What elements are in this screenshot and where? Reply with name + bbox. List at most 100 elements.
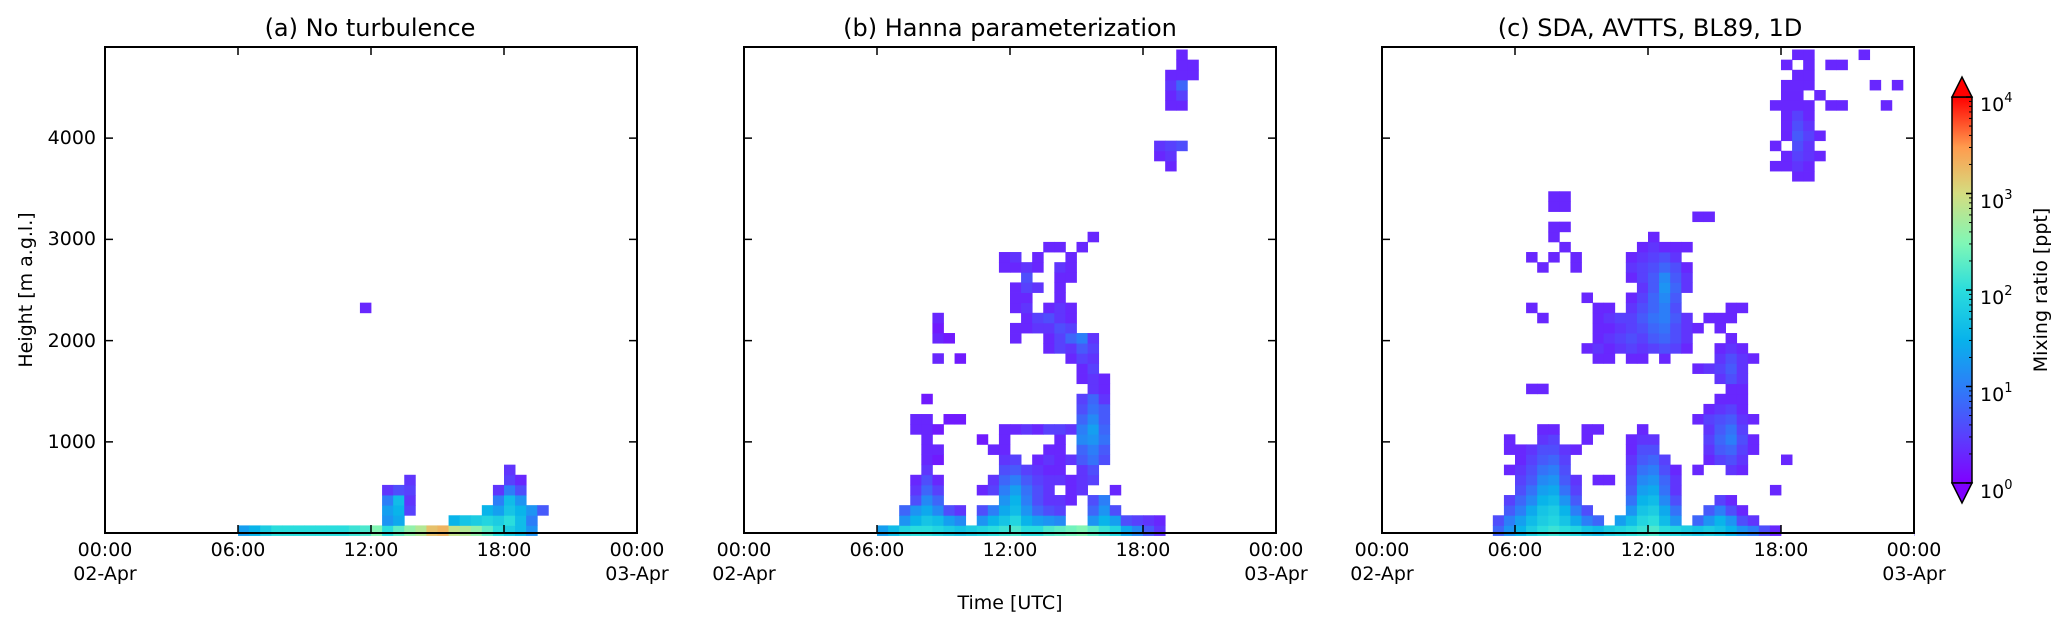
heatmap-cell (1670, 515, 1682, 526)
heatmap-cell (1065, 495, 1077, 506)
heatmap-cell (1032, 322, 1044, 334)
heatmap-cell (1670, 333, 1682, 344)
heatmap-cell (1087, 424, 1100, 435)
heatmap-cell (1803, 110, 1815, 121)
heatmap-cell (1032, 282, 1044, 293)
heatmap-cell (1714, 525, 1726, 536)
heatmap-cell (1021, 302, 1033, 314)
heatmap-cell (1636, 282, 1649, 293)
heatmap-cell (1548, 525, 1560, 536)
heatmap-cell (1792, 69, 1804, 81)
heatmap-cell (1021, 505, 1033, 516)
heatmap-cell (1537, 312, 1549, 324)
heatmap-cell (1769, 160, 1782, 172)
heatmap-cell (1636, 454, 1649, 466)
heatmap-cell (932, 515, 944, 526)
heatmap-cell (515, 505, 527, 516)
heatmap-cell (932, 454, 944, 466)
heatmap-cell (1670, 343, 1682, 354)
heatmap-cell (1725, 363, 1738, 374)
heatmap-cell (1670, 241, 1682, 253)
heatmap-cell (987, 474, 1000, 486)
heatmap-cell (1021, 262, 1033, 273)
heatmap-cell (1098, 373, 1111, 385)
heatmap-cell (1076, 434, 1088, 445)
heatmap-cell (1659, 241, 1671, 253)
heatmap-cell (1625, 302, 1638, 314)
heatmap-cell (1109, 515, 1122, 526)
heatmap-cell (1592, 312, 1605, 324)
heatmap-cell (1592, 424, 1605, 435)
heatmap-cell (1636, 252, 1649, 263)
heatmap-cell (1548, 484, 1560, 496)
heatmap-cell (1703, 312, 1715, 324)
y-tick-label: 1000 (48, 431, 96, 453)
heatmap-cell (1736, 515, 1749, 526)
heatmap-cell (1758, 525, 1771, 536)
heatmap-cell (1087, 434, 1100, 445)
heatmap-cell (1021, 484, 1033, 496)
heatmap-cell (1526, 505, 1538, 516)
heatmap-cell (1154, 525, 1166, 536)
heatmap-cell (1625, 322, 1638, 334)
heatmap-cell (1636, 484, 1649, 496)
heatmap-cell (504, 484, 516, 496)
heatmap-cell (1559, 474, 1571, 486)
heatmap-cell (921, 414, 933, 425)
heatmap-cell (910, 484, 922, 496)
heatmap-cell (932, 353, 944, 364)
x-tick-date: 02-Apr (712, 563, 776, 585)
heatmap-cell (1703, 444, 1715, 455)
heatmap-cell (1032, 484, 1044, 496)
heatmap-cell (1670, 252, 1682, 263)
heatmap-cell (921, 495, 933, 506)
heatmap-cell (1559, 464, 1571, 476)
heatmap-cell (1526, 495, 1538, 506)
heatmap-cell (1076, 414, 1088, 425)
heatmap-cell (921, 484, 933, 496)
heatmap-cell (1043, 424, 1055, 435)
heatmap-cell (1648, 464, 1660, 476)
heatmap-cell (404, 505, 416, 516)
heatmap-cell (1065, 484, 1077, 496)
heatmap-cell (1725, 312, 1738, 324)
heatmap-cell (1703, 363, 1715, 374)
heatmap-cell (337, 525, 350, 536)
heatmap-cell (249, 525, 261, 536)
heatmap-cell (1703, 403, 1715, 415)
heatmap-cell (1032, 424, 1044, 435)
heatmap-cell (1625, 515, 1638, 526)
heatmap-cell (1098, 403, 1111, 415)
heatmap-cell (1010, 454, 1022, 466)
x-tick-date: 02-Apr (1350, 563, 1414, 585)
heatmap-cell (1010, 292, 1022, 304)
heatmap-cell (526, 525, 538, 536)
heatmap-cell (998, 515, 1011, 526)
heatmap-cell (1515, 505, 1527, 516)
heatmap-cell (1725, 383, 1738, 395)
heatmap-cell (1021, 312, 1033, 324)
heatmap-cell (1076, 353, 1088, 364)
heatmap-cell (1021, 272, 1033, 283)
heatmap-cell (1559, 505, 1571, 516)
heatmap-cell (943, 333, 955, 344)
heatmap-cell (504, 474, 516, 486)
x-tick-time: 00:00 (1249, 539, 1304, 561)
heatmap-cell (1869, 79, 1882, 91)
heatmap-cell (1098, 525, 1111, 536)
heatmap-cell (1548, 231, 1560, 243)
heatmap-cell (1154, 140, 1166, 152)
heatmap-cell (1515, 454, 1527, 466)
heatmap-cell (1792, 120, 1804, 131)
heatmap-cell (1548, 464, 1560, 476)
heatmap-cell (1010, 464, 1022, 476)
heatmap-cell (1603, 343, 1616, 354)
heatmap-cell (1814, 90, 1826, 101)
heatmap-cell (326, 525, 339, 536)
heatmap-cell (404, 474, 416, 486)
x-tick-time: 00:00 (1887, 539, 1942, 561)
heatmap-cell (1792, 160, 1804, 172)
heatmap-cell (1054, 343, 1066, 354)
heatmap-cell (1537, 383, 1549, 395)
